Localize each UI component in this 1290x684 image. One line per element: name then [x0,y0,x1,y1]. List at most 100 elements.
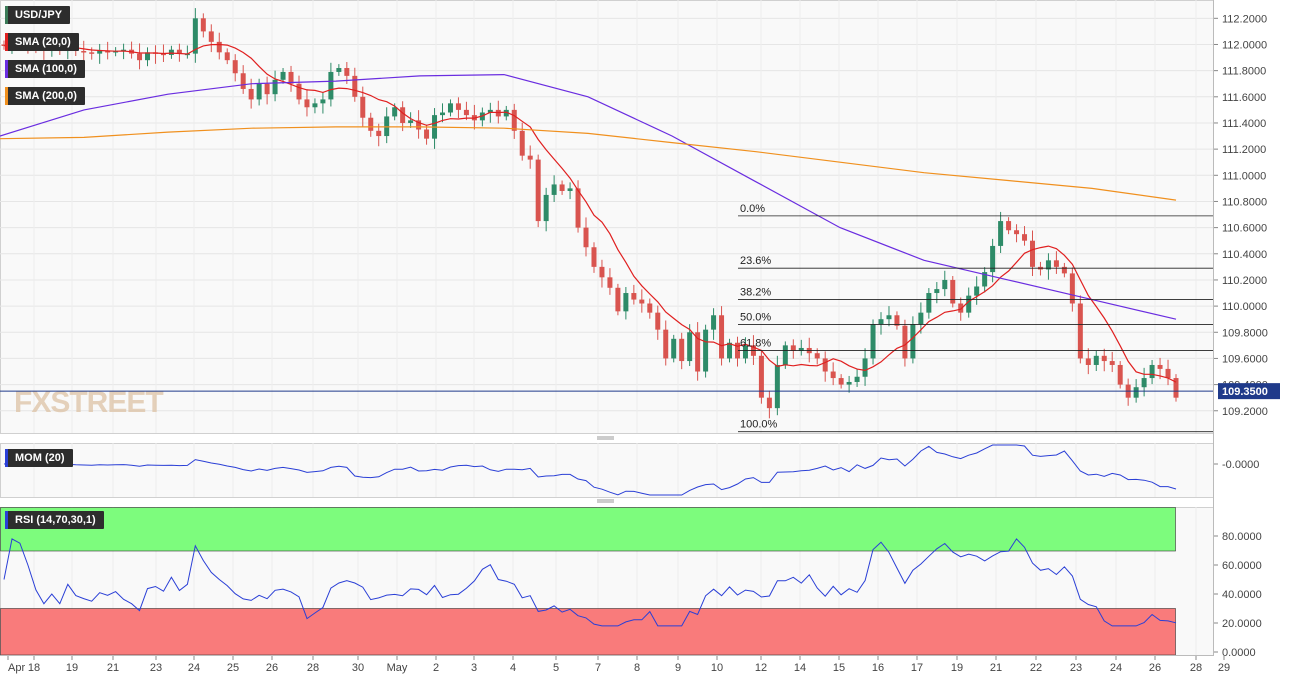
candle-body [336,68,342,72]
mom-label[interactable]: MOM (20) [5,449,73,467]
x-tick-label: 16 [872,662,884,674]
candle-body [463,109,469,116]
x-tick-label: 24 [1110,662,1122,674]
x-tick-label: 2 [433,662,439,674]
fib-label: 38.2% [740,287,771,299]
candle-body [344,68,350,76]
rsi-tick-label: 0.0000 [1222,647,1256,659]
candle-body [711,315,717,330]
candle-body [631,293,637,300]
rsi-overbought-zone [0,507,1176,552]
candle-body [368,117,374,131]
x-tick-label: 17 [911,662,923,674]
sma100-label[interactable]: SMA (100,0) [5,60,85,78]
candle-body [360,96,366,118]
candle-body [1085,358,1091,365]
rsi-line [3,538,1177,627]
price-tick-label: 110.4000 [1222,249,1267,261]
candle-body [320,99,326,104]
candle-body [160,53,166,56]
candle-body [535,159,541,222]
candle-body [870,324,876,359]
candle-body [97,51,103,54]
candle-body [990,245,996,273]
x-tick-label: 18 [28,662,40,674]
fib-label: 23.6% [740,255,771,267]
candle-body [918,312,924,325]
candle-body [511,109,517,131]
candle-body [926,293,932,313]
fib-label: 100.0% [740,419,778,431]
x-tick-label: 23 [1070,662,1082,674]
candle-body [687,332,693,362]
candle-body [862,358,868,377]
x-tick-label: 26 [1149,662,1161,674]
candle-body [974,286,980,296]
candle-body [671,338,677,359]
x-tick-label: 21 [990,662,1002,674]
x-tick-label: 14 [794,662,806,674]
momentum-panel [0,443,1214,498]
x-tick-label: 4 [510,662,516,674]
symbol-label[interactable]: USD/JPY [5,6,71,24]
candle-body [982,272,988,287]
x-tick-label: 15 [833,662,845,674]
candle-body [966,295,972,313]
candle-body [1117,364,1123,385]
candle-body [137,53,143,61]
candle-body [902,325,908,359]
candle-body [503,109,509,117]
x-tick-label: 5 [553,662,559,674]
candle-body [1061,266,1067,274]
price-tick-label: 112.2000 [1222,13,1267,25]
candle-body [727,342,733,359]
candle-body [567,188,573,191]
candle-body [894,315,900,326]
candle-body [703,329,709,372]
rsi-label[interactable]: RSI (14,70,30,1) [5,511,104,529]
fib-label: 0.0% [740,203,765,215]
candle-body [1069,273,1075,304]
candle-body [766,397,772,409]
rsi-tick-label: 40.0000 [1222,589,1262,601]
fibonacci-levels: 0.0% 23.6% 38.2% 50.0% 61.8% 100.0% [738,203,1213,433]
candle-body [615,287,621,312]
candle-body [168,49,174,55]
candle-body [495,109,501,117]
candle-body [934,289,940,294]
candle-body [607,277,613,288]
candle-body [958,303,964,313]
candle-body [886,315,892,320]
sma200-label[interactable]: SMA (200,0) [5,87,85,105]
candle-body [288,71,294,84]
candle-body [392,107,398,117]
rsi-tick-label: 60.0000 [1222,560,1262,572]
candle-body [248,88,254,100]
candle-body [1173,378,1179,398]
candle-body [376,130,382,137]
x-tick-label: 23 [150,662,162,674]
candle-body [1029,240,1035,267]
candle-body [224,52,230,61]
rsi-tick-label: 20.0000 [1222,618,1262,630]
price-tick-label: 109.8000 [1222,327,1268,339]
current-price-badge [1218,383,1280,400]
candle-body [591,247,597,267]
x-tick-label: 22 [1030,662,1042,674]
rsi-oversold-zone [0,608,1176,656]
rsi-tick-label: 80.0000 [1222,531,1262,543]
candle-body [232,60,238,74]
sma20-line [3,42,1177,383]
candle-body [950,279,956,304]
candle-body [742,345,748,359]
momentum-line [3,444,1177,496]
candle-body [1109,361,1115,365]
candle-body [798,347,804,351]
candle-body [312,103,318,108]
candle-body [447,103,453,113]
sma20-label[interactable]: SMA (20,0) [5,33,79,51]
candle-body [280,71,286,80]
price-tick-label: 109.6000 [1222,353,1268,365]
candle-body [176,49,182,54]
